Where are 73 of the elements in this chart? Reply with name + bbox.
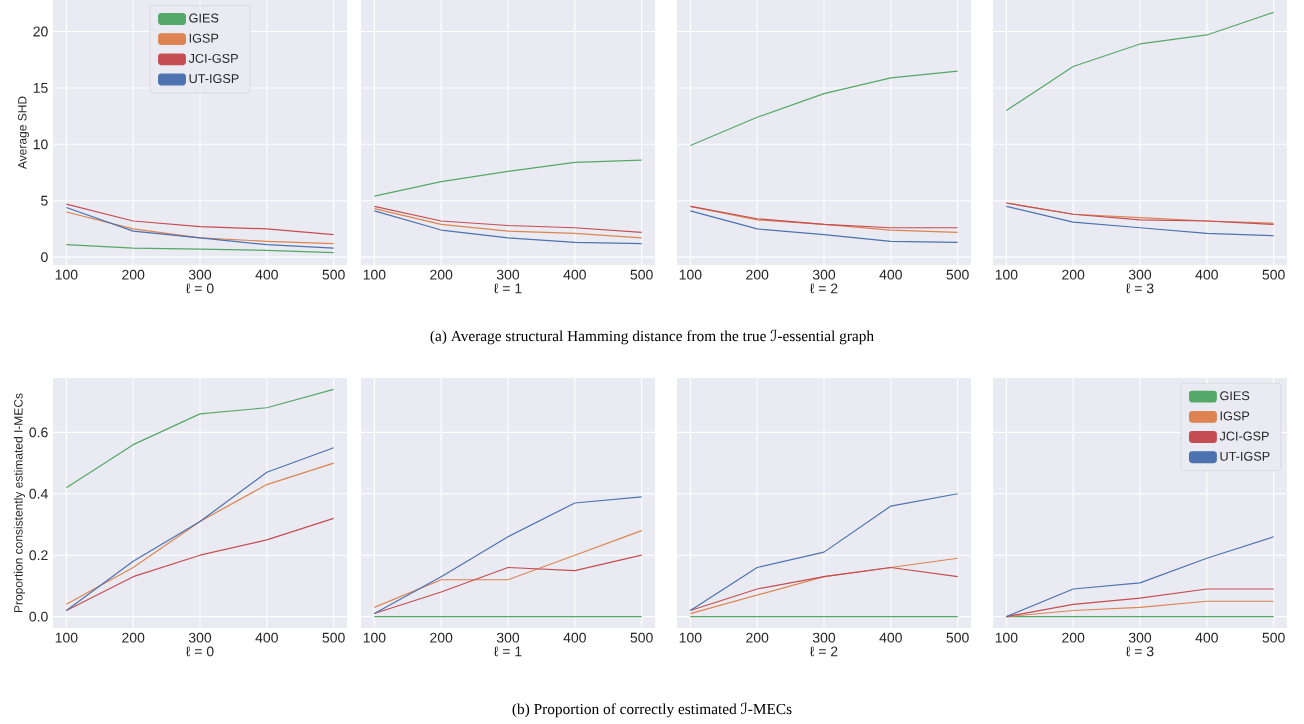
x-axis-title: ℓ = 2 — [809, 646, 838, 657]
x-tick-label: 400 — [879, 632, 902, 643]
x-axis-title: ℓ = 0 — [186, 646, 214, 657]
x-tick-label: 200 — [430, 632, 453, 643]
legend-label: UT-IGSP — [189, 74, 239, 84]
x-tick-label: 500 — [946, 632, 969, 643]
x-tick-label: 500 — [630, 632, 653, 643]
x-tick-label: 300 — [1128, 269, 1152, 280]
legend-label: IGSP — [189, 33, 219, 43]
legend-label: IGSP — [1220, 411, 1250, 421]
x-tick-label: 400 — [1195, 632, 1218, 643]
x-tick-label: 400 — [879, 269, 902, 280]
x-tick-label: 200 — [122, 632, 145, 643]
x-tick-label: 500 — [1262, 269, 1285, 280]
x-tick-label: 100 — [679, 269, 702, 280]
y-tick-label: 0.2 — [29, 550, 48, 561]
line-series — [65, 517, 335, 612]
x-axis-title: ℓ = 1 — [494, 646, 522, 657]
x-tick-label: 200 — [122, 269, 145, 280]
x-tick-label: 500 — [946, 269, 969, 280]
text: (b) Proportion of correctly estimated ℐ-MECs — [512, 702, 792, 718]
x-tick-label: 100 — [55, 632, 78, 643]
x-tick-label: 100 — [995, 269, 1018, 280]
y-tick-label: 0.0 — [29, 611, 48, 622]
y-tick-label: 0.4 — [29, 488, 48, 499]
y-tick-label: 15 — [33, 83, 48, 93]
legend-label: JCI-GSP — [188, 53, 238, 63]
text: (a) Average structural Hamming distance from the true ℐ-essential graph — [430, 329, 874, 345]
x-tick-label: 200 — [746, 269, 769, 280]
x-tick-label: 300 — [496, 269, 520, 280]
x-axis-title: ℓ = 0 — [186, 283, 214, 294]
x-tick-label: 500 — [1262, 632, 1285, 643]
legend-label: GIES — [189, 13, 219, 23]
x-tick-label: 400 — [563, 632, 586, 643]
x-tick-label: 300 — [812, 632, 836, 643]
y-axis-title: Average SHD — [18, 96, 29, 170]
legend-label: UT-IGSP — [1220, 451, 1270, 461]
line-series — [65, 388, 335, 489]
line-series — [65, 244, 335, 254]
y-tick-label: 20 — [33, 26, 48, 37]
y-axis-title: Proportion consistently estimated I-MECs — [13, 393, 26, 613]
y-tick-label: 0 — [41, 252, 48, 263]
x-tick-label: 500 — [630, 269, 653, 280]
x-tick-label: 400 — [255, 269, 278, 280]
x-tick-label: 200 — [746, 632, 769, 643]
x-tick-label: 200 — [1062, 269, 1085, 280]
y-tick-label: 5 — [41, 195, 48, 206]
x-axis-title: ℓ = 2 — [809, 283, 838, 294]
line-series — [65, 203, 335, 236]
x-tick-label: 300 — [812, 269, 836, 280]
x-tick-label: 400 — [255, 632, 278, 643]
x-tick-label: 300 — [1128, 632, 1152, 643]
x-tick-label: 400 — [1195, 269, 1218, 280]
x-tick-label: 200 — [430, 269, 453, 280]
x-tick-label: 100 — [363, 632, 386, 643]
x-axis-title: ℓ = 3 — [1125, 283, 1154, 294]
x-tick-label: 200 — [1062, 632, 1085, 643]
legend-label: JCI-GSP — [1219, 431, 1269, 441]
x-axis-title: ℓ = 1 — [494, 283, 522, 294]
y-tick-label: 0.6 — [29, 427, 48, 438]
x-tick-label: 500 — [322, 269, 345, 280]
x-tick-label: 400 — [563, 269, 586, 280]
x-tick-label: 100 — [679, 632, 702, 643]
x-tick-label: 300 — [496, 632, 520, 643]
x-tick-label: 300 — [188, 632, 212, 643]
x-tick-label: 100 — [995, 632, 1018, 643]
x-tick-label: 100 — [55, 269, 78, 280]
x-tick-label: 100 — [363, 269, 386, 280]
y-tick-label: 10 — [33, 139, 48, 150]
x-axis-title: ℓ = 3 — [1125, 646, 1154, 657]
x-tick-label: 300 — [188, 269, 212, 280]
x-tick-label: 500 — [322, 632, 345, 643]
legend-label: GIES — [1220, 391, 1250, 401]
